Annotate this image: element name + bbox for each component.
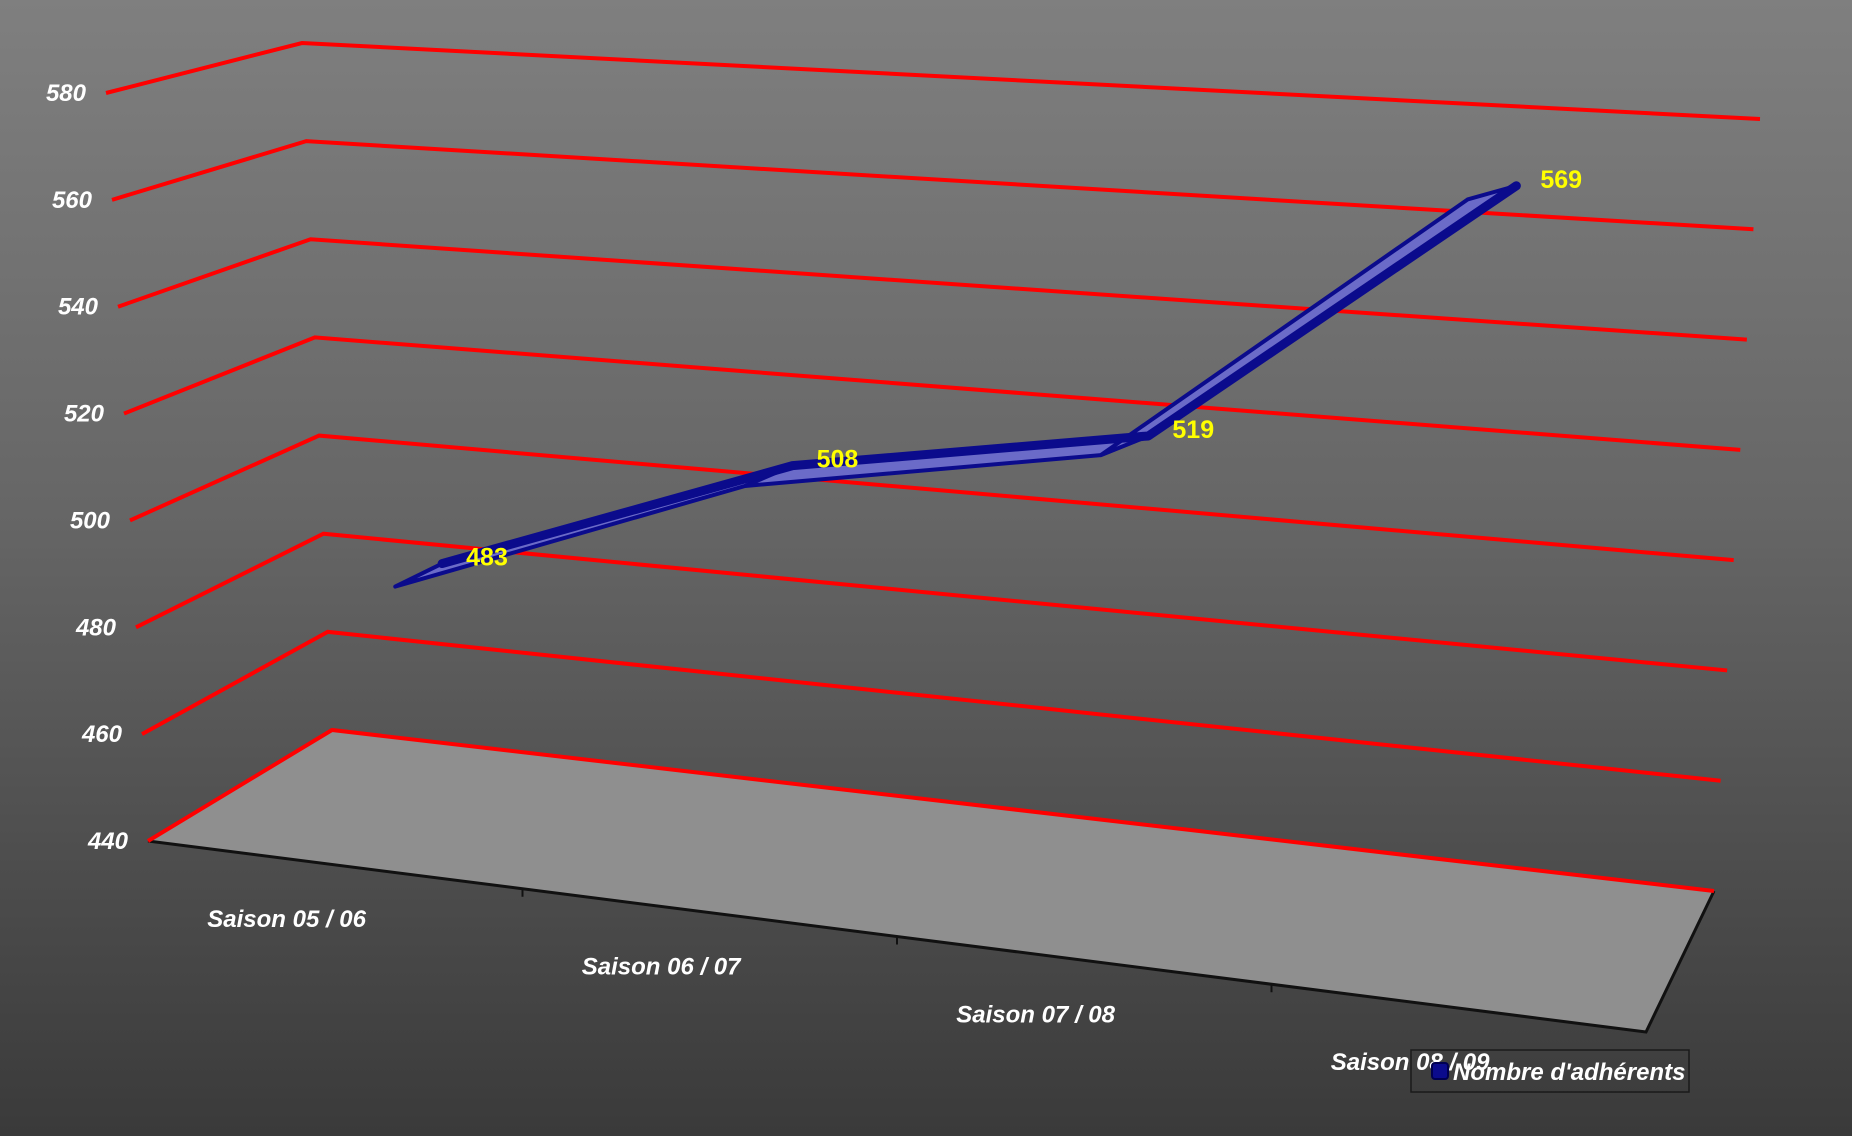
x-tick-label: Saison 05 / 06 — [207, 906, 366, 933]
y-tick-label: 560 — [52, 187, 93, 214]
y-tick-label: 440 — [87, 828, 129, 855]
legend: Nombre d'adhérents — [1410, 1049, 1690, 1093]
y-axis-ticks: 440 460 480 500 520 540 560 580 — [46, 80, 129, 855]
gridline — [135, 531, 1728, 673]
floor-plane — [148, 730, 1714, 1032]
y-tick-label: 500 — [70, 507, 111, 534]
y-tick-label: 540 — [58, 294, 99, 321]
data-labels: 483 508 519 569 — [466, 166, 1582, 572]
legend-box — [1410, 1049, 1690, 1093]
gridline — [105, 40, 1761, 121]
data-label: 569 — [1540, 166, 1582, 194]
gridline — [111, 139, 1754, 232]
data-label: 483 — [466, 544, 508, 572]
gridline — [123, 335, 1741, 452]
y-tick-label: 460 — [81, 721, 123, 748]
gridline — [117, 237, 1747, 342]
y-tick-label: 520 — [64, 401, 105, 428]
gridline — [141, 629, 1721, 783]
series-front-edge — [437, 181, 1521, 569]
data-label: 508 — [817, 446, 859, 474]
gridlines — [105, 40, 1761, 893]
data-label: 519 — [1172, 416, 1214, 444]
legend-swatch — [1431, 1062, 1449, 1080]
gridline — [129, 433, 1734, 563]
floor-front-edge — [147, 839, 1716, 1034]
y-tick-label: 580 — [46, 80, 87, 107]
gridline — [146, 727, 1715, 893]
y-tick-label: 480 — [75, 614, 117, 641]
legend-label: Nombre d'adhérents — [1453, 1059, 1685, 1086]
chart-floor — [147, 730, 1716, 1034]
x-tick-label: Saison 07 / 08 — [956, 1001, 1115, 1028]
x-tick-label: Saison 06 / 07 — [582, 954, 742, 981]
series-line — [393, 181, 1521, 589]
